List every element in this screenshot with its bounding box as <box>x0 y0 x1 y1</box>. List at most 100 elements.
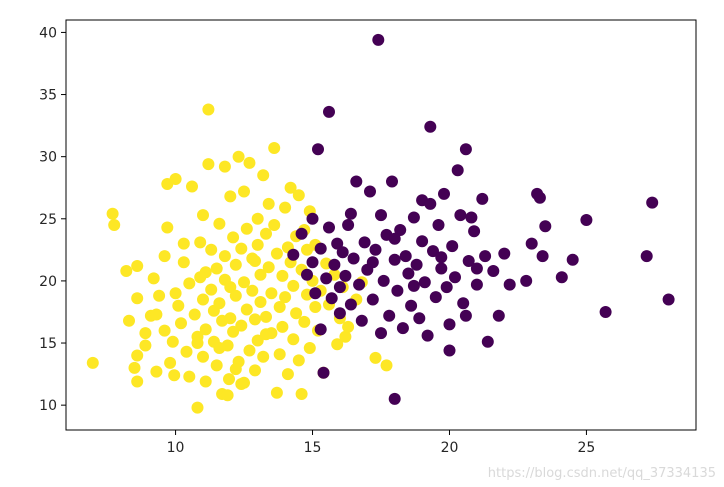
scatter-point-series-0 <box>169 287 182 300</box>
scatter-point-series-1 <box>443 318 456 331</box>
y-tick-label: 30 <box>39 150 57 166</box>
scatter-point-series-1 <box>405 299 418 312</box>
scatter-point-series-1 <box>301 268 313 281</box>
scatter-point-series-1 <box>479 250 492 263</box>
scatter-point-series-0 <box>224 312 237 325</box>
scatter-point-series-1 <box>503 278 516 291</box>
scatter-point-series-0 <box>284 181 297 194</box>
scatter-point-series-1 <box>416 235 429 248</box>
scatter-point-series-1 <box>309 287 322 300</box>
scatter-point-series-1 <box>375 209 387 222</box>
scatter-point-series-1 <box>344 207 357 220</box>
scatter-point-series-0 <box>194 236 207 249</box>
scatter-point-series-0 <box>232 150 245 163</box>
scatter-point-series-0 <box>150 365 163 378</box>
scatter-point-series-0 <box>292 354 305 367</box>
scatter-point-series-0 <box>223 373 235 386</box>
scatter-point-series-0 <box>279 201 292 214</box>
scatter-point-series-0 <box>276 269 289 282</box>
scatter-point-series-1 <box>314 323 327 336</box>
scatter-point-series-0 <box>229 258 242 271</box>
scatter-point-series-0 <box>235 378 248 390</box>
scatter-point-series-1 <box>328 258 341 271</box>
scatter-point-series-1 <box>325 292 338 305</box>
scatter-point-series-0 <box>175 317 187 330</box>
scatter-point-series-0 <box>158 250 171 263</box>
scatter-point-series-0 <box>254 268 267 281</box>
scatter-point-series-0 <box>298 315 311 328</box>
scatter-point-series-1 <box>383 309 396 322</box>
scatter-point-series-1 <box>418 276 431 289</box>
scatter-point-series-0 <box>224 190 237 203</box>
scatter-point-series-1 <box>457 297 470 310</box>
scatter-point-series-0 <box>342 320 355 333</box>
scatter-point-series-0 <box>180 345 193 358</box>
scatter-point-series-1 <box>525 237 538 250</box>
scatter-point-series-0 <box>235 319 248 332</box>
scatter-point-series-0 <box>262 261 275 274</box>
scatter-point-series-1 <box>396 322 409 335</box>
scatter-point-series-0 <box>268 219 281 231</box>
scatter-point-series-0 <box>290 307 303 320</box>
scatter-point-series-1 <box>377 274 390 287</box>
scatter-point-series-1 <box>440 281 453 294</box>
scatter-point-series-0 <box>240 222 253 235</box>
scatter-point-series-0 <box>123 314 135 327</box>
y-tick-label: 35 <box>39 88 57 104</box>
scatter-point-series-0 <box>270 386 283 399</box>
scatter-point-series-1 <box>333 281 346 294</box>
scatter-point-series-1 <box>407 279 420 292</box>
scatter-point-series-1 <box>533 191 546 204</box>
scatter-point-series-1 <box>386 175 398 188</box>
scatter-point-series-0 <box>257 169 270 182</box>
scatter-point-series-0 <box>260 227 272 240</box>
scatter-point-series-0 <box>265 287 278 300</box>
scatter-point-series-0 <box>213 217 226 230</box>
scatter-point-series-1 <box>366 256 379 269</box>
scatter-point-series-1 <box>435 262 448 275</box>
scatter-point-series-1 <box>366 293 379 306</box>
scatter-point-series-1 <box>468 225 481 238</box>
scatter-point-series-0 <box>205 243 218 256</box>
scatter-point-series-0 <box>369 351 382 364</box>
scatter-point-series-0 <box>183 277 196 290</box>
scatter-point-series-0 <box>158 324 171 337</box>
scatter-point-series-0 <box>186 180 198 193</box>
scatter-point-series-0 <box>227 325 240 338</box>
scatter-point-series-1 <box>646 196 659 209</box>
scatter-point-series-1 <box>498 247 511 260</box>
scatter-point-series-1 <box>344 298 357 311</box>
scatter-point-series-1 <box>539 220 552 233</box>
scatter-point-series-1 <box>580 214 593 226</box>
x-tick-label: 10 <box>167 440 185 456</box>
scatter-point-series-1 <box>342 219 355 231</box>
scatter-point-series-0 <box>197 293 209 306</box>
scatter-point-series-1 <box>333 307 346 320</box>
scatter-point-series-1 <box>421 329 434 342</box>
scatter-point-series-0 <box>292 189 305 202</box>
scatter-point-series-1 <box>306 256 319 269</box>
scatter-point-series-1 <box>599 306 612 318</box>
scatter-point-series-1 <box>372 33 385 46</box>
scatter-point-series-1 <box>287 248 300 261</box>
scatter-point-series-1 <box>394 224 407 236</box>
scatter-point-series-1 <box>662 293 675 306</box>
scatter-point-series-0 <box>169 173 182 185</box>
y-tick-label: 15 <box>39 336 57 352</box>
scatter-point-series-0 <box>273 348 286 361</box>
scatter-point-series-0 <box>191 401 204 414</box>
scatter-point-series-0 <box>188 308 201 321</box>
scatter-point-series-1 <box>424 120 437 133</box>
scatter-point-series-0 <box>120 265 133 277</box>
watermark: https://blog.csdn.net/qq_37334135 <box>487 466 716 481</box>
scatter-point-series-1 <box>470 278 483 291</box>
scatter-point-series-1 <box>429 291 442 304</box>
scatter-point-series-1 <box>320 272 333 285</box>
scatter-point-series-0 <box>339 330 352 343</box>
scatter-point-series-0 <box>249 313 261 326</box>
scatter-point-series-1 <box>306 212 319 225</box>
scatter-point-series-0 <box>139 339 152 352</box>
scatter-point-series-0 <box>287 279 300 292</box>
scatter-point-series-1 <box>427 245 439 258</box>
scatter-point-series-0 <box>240 303 253 316</box>
